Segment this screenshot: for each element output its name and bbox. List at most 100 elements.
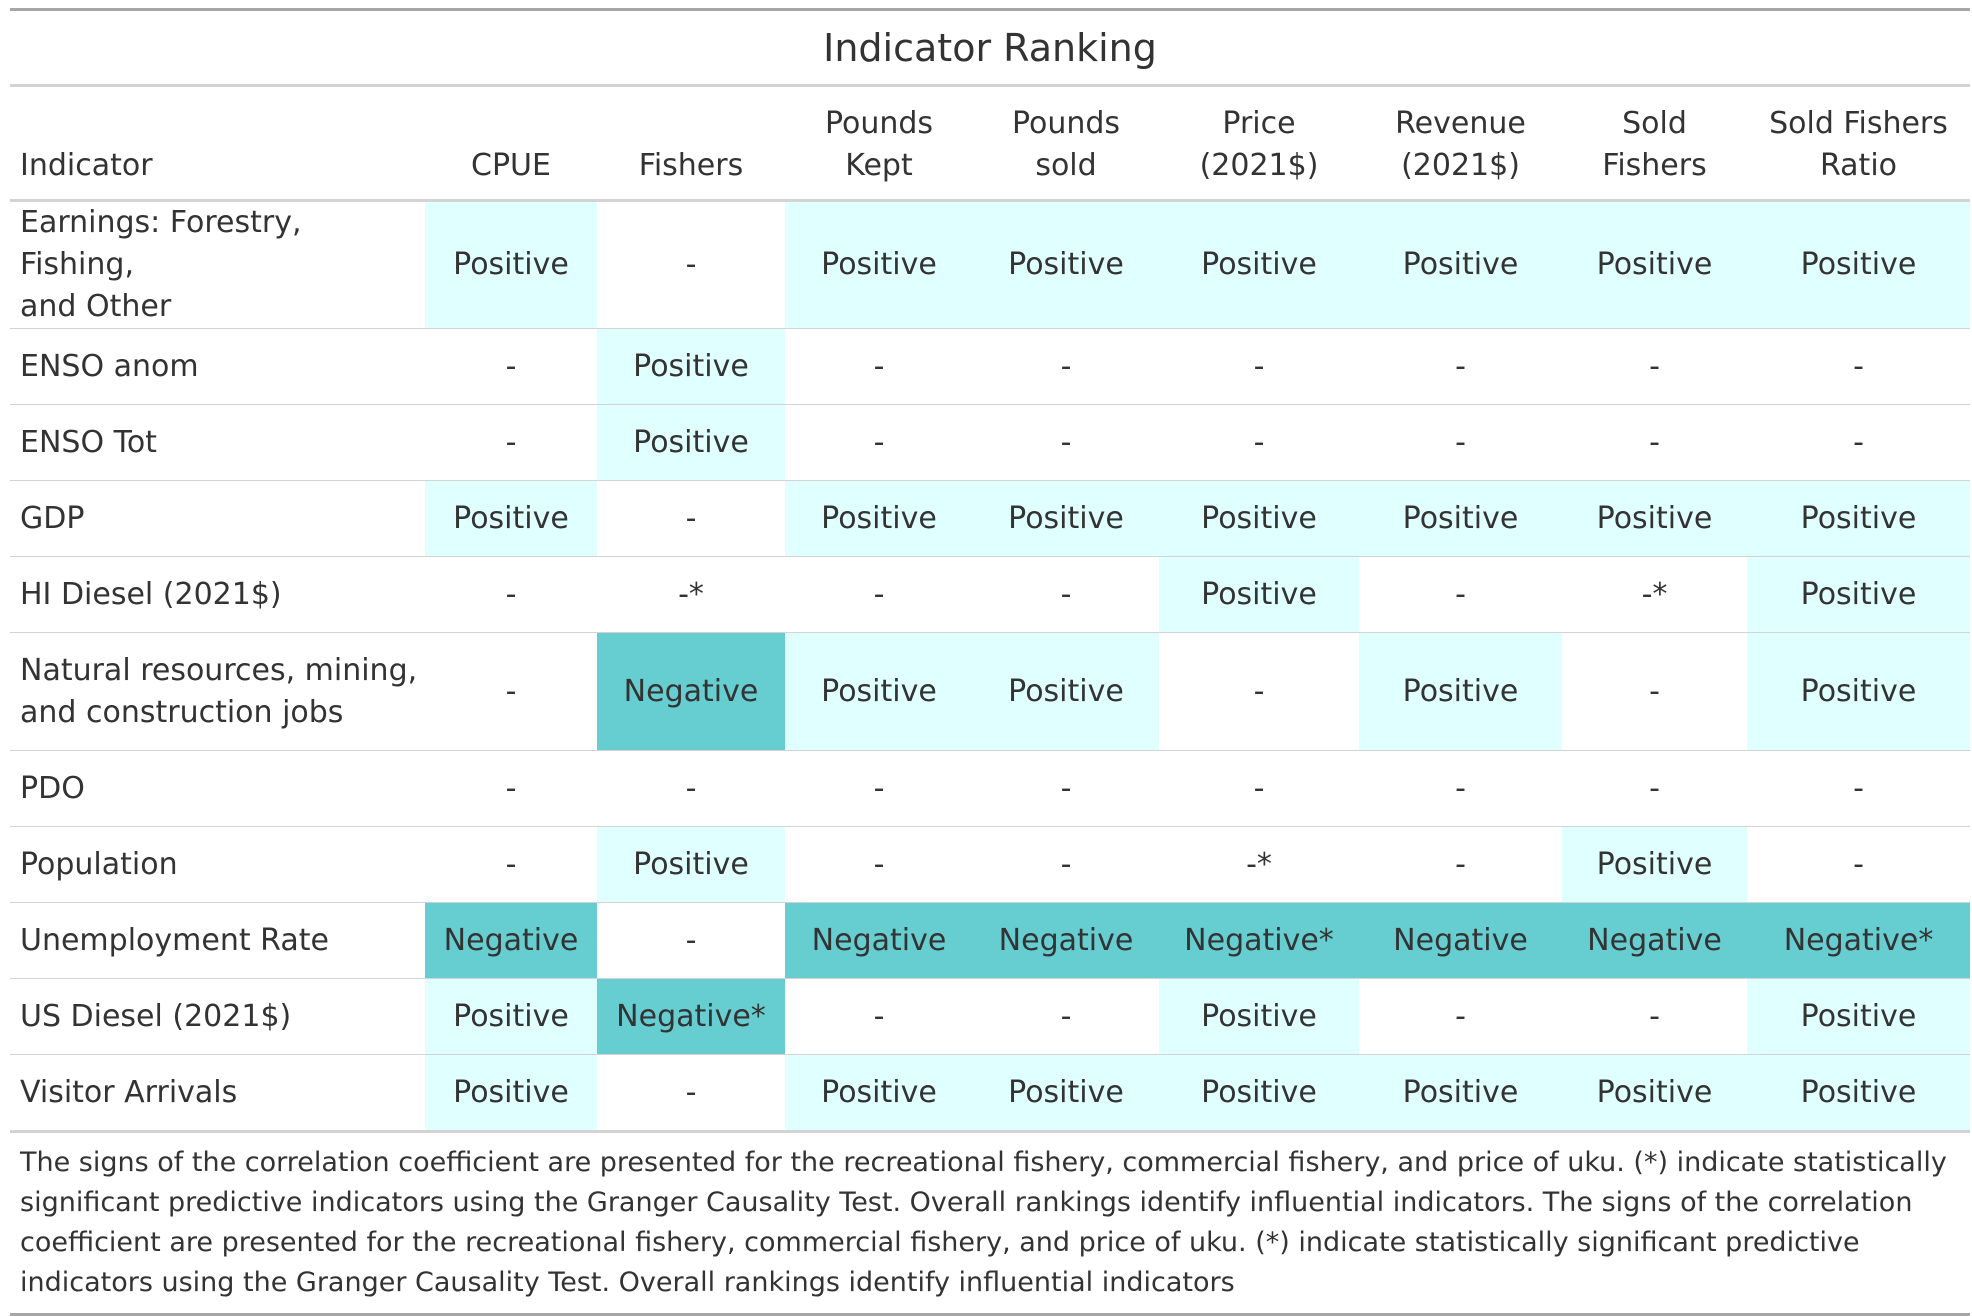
- indicator-label-line: HI Diesel (2021$): [20, 576, 282, 612]
- value-cell-revenue-2021: -: [1359, 978, 1562, 1055]
- value-cell-sold-fishers: Positive: [1562, 200, 1747, 329]
- column-header-line: Fishers: [1602, 148, 1707, 183]
- value-cell-price-2021: Positive: [1159, 480, 1359, 557]
- indicator-label-line: ENSO Tot: [20, 424, 157, 460]
- value-cell-cpue: -: [425, 328, 597, 405]
- indicator-label-line: and Other: [20, 289, 172, 324]
- value-cell-pounds-kept: Negative: [785, 902, 973, 979]
- indicator-cell: GDP: [10, 480, 425, 557]
- indicator-cell: Visitor Arrivals: [10, 1054, 425, 1132]
- table-row: ENSO anom - Positive - - - - - -: [10, 328, 1971, 405]
- value-cell-sold-fishers: -: [1562, 632, 1747, 751]
- value-cell-pounds-kept: Positive: [785, 200, 973, 329]
- value-cell-cpue: Positive: [425, 480, 597, 557]
- value-cell-cpue: -: [425, 632, 597, 751]
- value-cell-price-2021: Negative*: [1159, 902, 1359, 979]
- value-cell-price-2021: -: [1159, 750, 1359, 827]
- table-row: US Diesel (2021$) Positive Negative* - - Posi…: [10, 978, 1971, 1055]
- column-header-line: Ratio: [1819, 148, 1898, 183]
- indicator-label-line: Unemployment Rate: [20, 922, 329, 958]
- value-cell-cpue: Positive: [425, 200, 597, 329]
- value-cell-pounds-kept: Positive: [785, 632, 973, 751]
- table-row: GDP Positive - Positive Positive Positive Posi…: [10, 480, 1971, 557]
- value-cell-sold-fishers: Positive: [1562, 480, 1747, 557]
- value-cell-price-2021: Positive: [1159, 200, 1359, 329]
- value-cell-sold-fishers: Positive: [1562, 1054, 1747, 1132]
- value-cell-fishers: Positive: [597, 404, 785, 481]
- value-cell-price-2021: -: [1159, 328, 1359, 405]
- column-header-line: CPUE: [471, 148, 551, 183]
- value-cell-sold-fishers: -: [1562, 750, 1747, 827]
- value-cell-revenue-2021: -: [1359, 404, 1562, 481]
- column-header-row: Indicator CPUE Fishers Pounds Kept Pounds sold…: [10, 85, 1971, 202]
- value-cell-cpue: -: [425, 404, 597, 481]
- value-cell-sold-fishers: -: [1562, 328, 1747, 405]
- value-cell-revenue-2021: Positive: [1359, 480, 1562, 557]
- column-header-line: Price: [1222, 106, 1296, 141]
- value-cell-revenue-2021: Positive: [1359, 632, 1562, 751]
- table-row: PDO - - - - - - - -: [10, 750, 1971, 827]
- value-cell-sold-fishers-ratio: Positive: [1747, 556, 1971, 633]
- table-row: Visitor Arrivals Positive - Positive Positiv…: [10, 1054, 1971, 1132]
- value-cell-revenue-2021: -: [1359, 750, 1562, 827]
- value-cell-pounds-sold: -: [973, 328, 1159, 405]
- column-header-line: Revenue: [1395, 106, 1526, 141]
- value-cell-sold-fishers: -: [1562, 404, 1747, 481]
- value-cell-pounds-sold: -: [973, 750, 1159, 827]
- value-cell-sold-fishers: Negative: [1562, 902, 1747, 979]
- value-cell-sold-fishers-ratio: Positive: [1747, 480, 1971, 557]
- value-cell-cpue: Positive: [425, 978, 597, 1055]
- value-cell-pounds-kept: -: [785, 826, 973, 903]
- value-cell-pounds-sold: Positive: [973, 200, 1159, 329]
- indicator-label-line: PDO: [20, 770, 85, 806]
- column-header-line: Pounds: [824, 106, 934, 141]
- column-header-cpue: CPUE: [425, 85, 597, 202]
- column-header-line: (2021$): [1199, 148, 1319, 183]
- column-header-fishers: Fishers: [597, 85, 785, 202]
- value-cell-fishers: -: [597, 902, 785, 979]
- value-cell-revenue-2021: -: [1359, 328, 1562, 405]
- value-cell-fishers: -*: [597, 556, 785, 633]
- value-cell-sold-fishers-ratio: Positive: [1747, 632, 1971, 751]
- value-cell-fishers: -: [597, 750, 785, 827]
- value-cell-pounds-kept: Positive: [785, 480, 973, 557]
- table-row: Earnings: Forestry, Fishing, and Other Pos…: [10, 200, 1971, 329]
- value-cell-sold-fishers-ratio: -: [1747, 750, 1971, 827]
- value-cell-pounds-sold: -: [973, 826, 1159, 903]
- value-cell-price-2021: Positive: [1159, 978, 1359, 1055]
- indicator-label-line: Visitor Arrivals: [20, 1074, 238, 1110]
- column-header-indicator: Indicator: [10, 85, 425, 202]
- column-header-price-2021: Price (2021$): [1159, 85, 1359, 202]
- column-header-line: Pounds: [1011, 106, 1121, 141]
- value-cell-pounds-kept: Positive: [785, 1054, 973, 1132]
- indicator-cell: ENSO anom: [10, 328, 425, 405]
- value-cell-sold-fishers-ratio: Positive: [1747, 1054, 1971, 1132]
- value-cell-fishers: -: [597, 480, 785, 557]
- value-cell-pounds-kept: -: [785, 328, 973, 405]
- column-header-pounds-sold: Pounds sold: [973, 85, 1159, 202]
- value-cell-revenue-2021: Positive: [1359, 200, 1562, 329]
- column-header-line: (2021$): [1401, 148, 1520, 183]
- indicator-label-line: and construction jobs: [20, 694, 344, 730]
- column-header-line: Indicator: [20, 148, 153, 183]
- column-header-pounds-kept: Pounds Kept: [785, 85, 973, 202]
- value-cell-sold-fishers-ratio: -: [1747, 826, 1971, 903]
- indicator-label-line: Natural resources, mining,: [20, 652, 418, 688]
- indicator-cell: US Diesel (2021$): [10, 978, 425, 1055]
- indicator-label-line: GDP: [20, 500, 85, 536]
- column-header-line: Kept: [845, 148, 913, 183]
- indicator-cell: Unemployment Rate: [10, 902, 425, 979]
- column-header-line: Sold: [1622, 106, 1687, 141]
- value-cell-pounds-kept: -: [785, 556, 973, 633]
- indicator-cell: ENSO Tot: [10, 404, 425, 481]
- indicator-cell: Natural resources, mining, and constructi…: [10, 632, 425, 751]
- table-row: HI Diesel (2021$) - -* - - Positive - -* Positiv…: [10, 556, 1971, 633]
- table-footnote: The signs of the correlation coefficient…: [10, 1130, 1971, 1316]
- value-cell-sold-fishers-ratio: Negative*: [1747, 902, 1971, 979]
- table-body: Earnings: Forestry, Fishing, and Other Pos…: [10, 200, 1971, 1132]
- value-cell-fishers: Positive: [597, 826, 785, 903]
- value-cell-pounds-sold: Positive: [973, 480, 1159, 557]
- value-cell-pounds-kept: -: [785, 978, 973, 1055]
- column-header-sold-fishers-ratio: Sold Fishers Ratio: [1747, 85, 1971, 202]
- value-cell-sold-fishers: -: [1562, 978, 1747, 1055]
